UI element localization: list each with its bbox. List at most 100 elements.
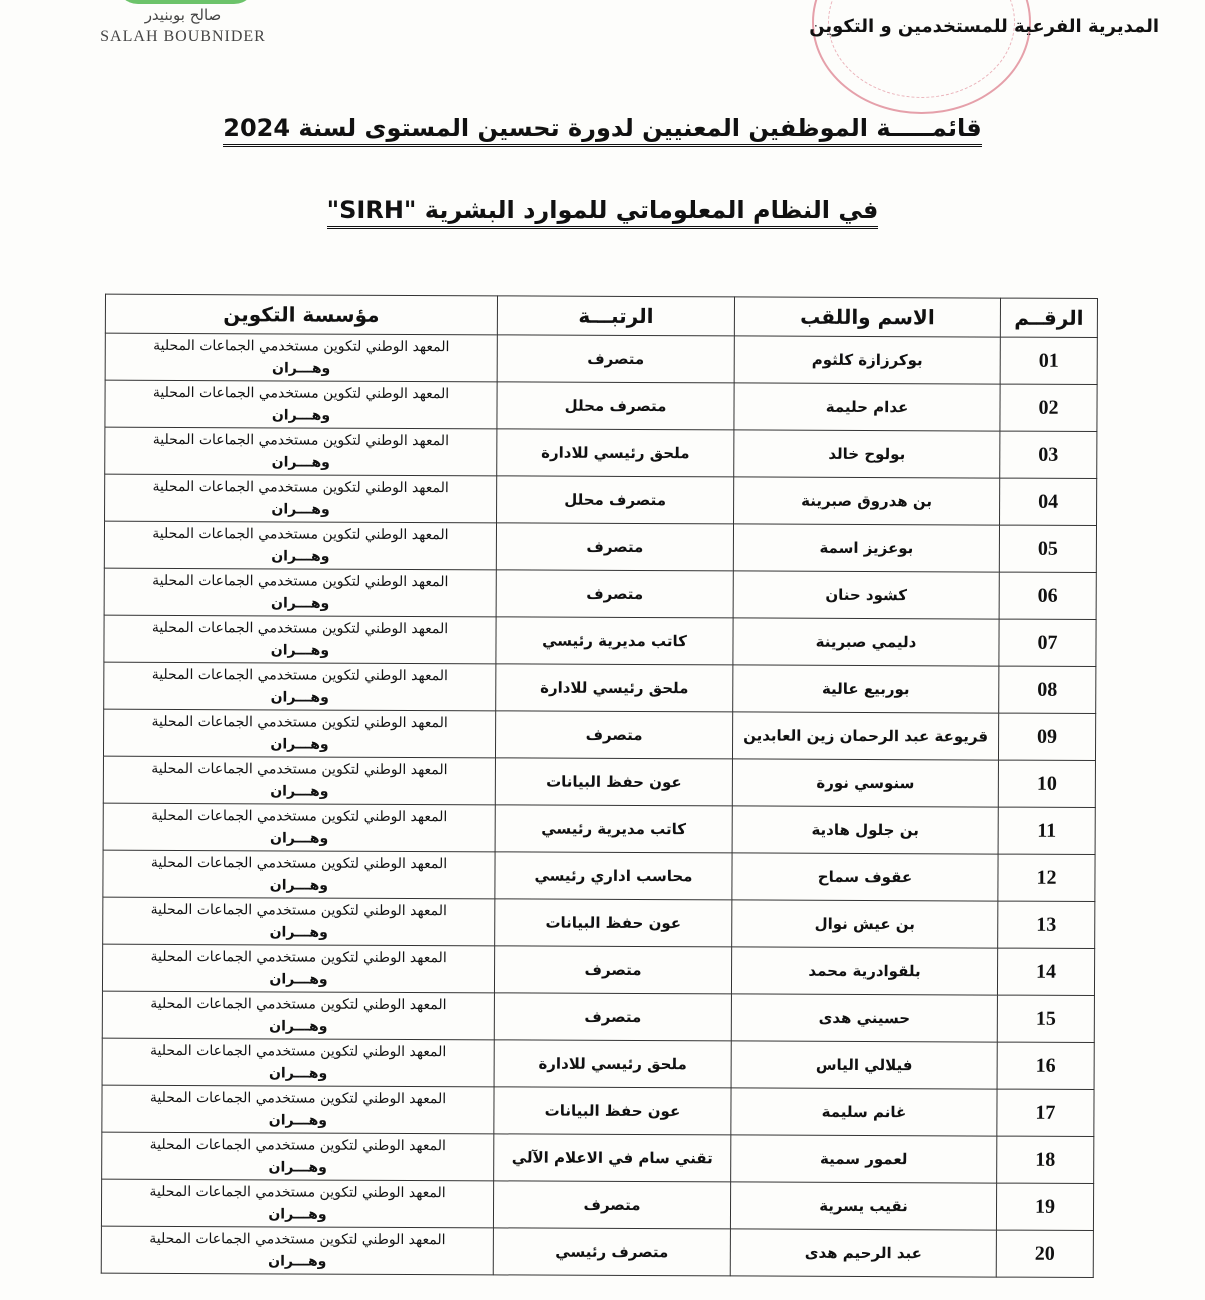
cell-number: 15 <box>997 995 1095 1043</box>
table-row: 09 قريوعة عبد الرحمان زين العابدين متصرف ال… <box>103 709 1096 761</box>
table-row: 11 بن جلول هادية كاتب مديرية رئيسي المعهد ا… <box>103 803 1096 855</box>
cell-name: عدام حليمة <box>733 382 1001 432</box>
cell-name: كشود حنان <box>733 570 1000 620</box>
cell-rank: عون حفظ البيانات <box>494 898 732 947</box>
cell-institution: المعهد الوطني لتكوين مستخدمي الجماعات ال… <box>102 991 495 1040</box>
cell-number: 05 <box>999 525 1097 573</box>
table-row: 12 عقوف سماح محاسب اداري رئيسي المعهد الوطن… <box>102 850 1096 902</box>
cell-name: بن عيش نوال <box>731 899 998 949</box>
cell-rank: متصرف رئيسي <box>493 1227 731 1276</box>
institution-name: المعهد الوطني لتكوين مستخدمي الجماعات ال… <box>152 525 449 544</box>
institution-name: المعهد الوطني لتكوين مستخدمي الجماعات ال… <box>151 807 448 826</box>
document-title: قائمـــــة الموظفين المعنيين لدورة تحسين… <box>0 114 1205 147</box>
cell-number: 18 <box>996 1136 1094 1184</box>
logo-leaf-graphic <box>116 0 256 4</box>
institution-city: وهـــران <box>269 1018 328 1035</box>
table-row: 14 بلقوادرية محمد متصرف المعهد الوطني لتكوي… <box>102 944 1095 996</box>
cell-institution: المعهد الوطني لتكوين مستخدمي الجماعات ال… <box>102 1038 495 1087</box>
cell-rank: متصرف <box>497 334 735 383</box>
table-row: 01 بوكرزازة كلثوم متصرف المعهد الوطني لتكوي… <box>105 333 1098 385</box>
table-row: 19 نقيب يسرية متصرف المعهد الوطني لتكوين مس… <box>101 1179 1094 1231</box>
cell-rank: متصرف محلل <box>496 475 734 524</box>
cell-institution: المعهد الوطني لتكوين مستخدمي الجماعات ال… <box>104 521 497 570</box>
institution-city: وهـــران <box>269 971 328 988</box>
table-row: 06 كشود حنان متصرف المعهد الوطني لتكوين مست… <box>104 568 1097 620</box>
institution-name: المعهد الوطني لتكوين مستخدمي الجماعات ال… <box>150 948 447 967</box>
table-row: 15 حسيني هدى متصرف المعهد الوطني لتكوين مست… <box>102 991 1095 1043</box>
cell-rank: ملحق رئيسي للادارة <box>495 663 733 712</box>
cell-institution: المعهد الوطني لتكوين مستخدمي الجماعات ال… <box>104 427 497 476</box>
cell-institution: المعهد الوطني لتكوين مستخدمي الجماعات ال… <box>101 1085 495 1134</box>
cell-institution: المعهد الوطني لتكوين مستخدمي الجماعات ال… <box>103 662 496 711</box>
institution-name: المعهد الوطني لتكوين مستخدمي الجماعات ال… <box>152 478 449 497</box>
cell-number: 16 <box>997 1042 1095 1090</box>
cell-institution: المعهد الوطني لتكوين مستخدمي الجماعات ال… <box>104 474 497 523</box>
institution-city: وهـــران <box>270 689 329 706</box>
institution-city: وهـــران <box>268 1159 327 1176</box>
institution-name: المعهد الوطني لتكوين مستخدمي الجماعات ال… <box>150 854 448 873</box>
cell-rank: متصرف <box>493 1180 731 1229</box>
cell-rank: متصرف <box>494 992 732 1041</box>
cell-name: بوربيع عالية <box>732 664 999 714</box>
employees-table: الرقــم الاسم واللقب الرتبـــة مؤسسة الت… <box>101 294 1098 1278</box>
header-name: الاسم واللقب <box>734 296 1001 338</box>
institution-name: المعهد الوطني لتكوين مستخدمي الجماعات ال… <box>149 1136 446 1155</box>
header-rank: الرتبـــة <box>497 295 735 336</box>
directorate-header: المديرية الفرعية للمستخدمين و التكوين <box>809 16 1159 37</box>
cell-number: 19 <box>996 1183 1094 1231</box>
institution-city: وهـــران <box>270 783 329 800</box>
institution-name: المعهد الوطني لتكوين مستخدمي الجماعات ال… <box>149 1089 447 1108</box>
table-row: 05 بوعزيز اسمة متصرف المعهد الوطني لتكوين م… <box>104 521 1097 573</box>
logo: صالح بوبنيدر SALAH BOUBNIDER <box>88 0 278 50</box>
cell-name: سنوسي نورة <box>732 758 999 808</box>
institution-city: وهـــران <box>270 736 329 753</box>
institution-city: وهـــران <box>272 360 331 377</box>
cell-number: 12 <box>997 854 1096 902</box>
cell-rank: متصرف محلل <box>496 381 735 430</box>
cell-number: 09 <box>998 713 1096 761</box>
cell-number: 06 <box>999 572 1097 620</box>
institution-name: المعهد الوطني لتكوين مستخدمي الجماعات ال… <box>150 995 447 1014</box>
table-row: 02 عدام حليمة متصرف محلل المعهد الوطني لتكو… <box>104 380 1098 432</box>
cell-rank: كاتب مديرية رئيسي <box>495 804 733 853</box>
cell-rank: ملحق رئيسي للادارة <box>494 1039 732 1088</box>
cell-number: 11 <box>998 807 1096 855</box>
cell-institution: المعهد الوطني لتكوين مستخدمي الجماعات ال… <box>101 1132 494 1181</box>
cell-name: دليمي صبرينة <box>732 617 1000 667</box>
table-row: 10 سنوسي نورة عون حفظ البيانات المعهد الوطن… <box>103 756 1096 808</box>
cell-number: 01 <box>1000 337 1098 385</box>
institution-name: المعهد الوطني لتكوين مستخدمي الجماعات ال… <box>150 901 447 920</box>
institution-city: وهـــران <box>268 1206 327 1223</box>
table-header-row: الرقــم الاسم واللقب الرتبـــة مؤسسة الت… <box>105 294 1098 338</box>
institution-city: وهـــران <box>269 830 329 847</box>
table-row: 20 عبد الرحيم هدى متصرف رئيسي المعهد الوطني… <box>101 1226 1094 1278</box>
institution-name: المعهد الوطني لتكوين مستخدمي الجماعات ال… <box>153 337 450 356</box>
cell-institution: المعهد الوطني لتكوين مستخدمي الجماعات ال… <box>103 709 496 758</box>
cell-number: 07 <box>998 619 1097 667</box>
cell-institution: المعهد الوطني لتكوين مستخدمي الجماعات ال… <box>102 944 495 993</box>
institution-name: المعهد الوطني لتكوين مستخدمي الجماعات ال… <box>149 1230 446 1249</box>
institution-city: وهـــران <box>270 595 330 612</box>
cell-name: عبد الرحيم هدى <box>730 1228 997 1278</box>
logo-latin-text: SALAH BOUBNIDER <box>100 28 266 45</box>
cell-institution: المعهد الوطني لتكوين مستخدمي الجماعات ال… <box>103 615 497 664</box>
table-row: 18 لعمور سمية تقني سام في الاعلام الآلي الم… <box>101 1132 1094 1184</box>
cell-number: 17 <box>996 1089 1095 1137</box>
cell-name: نقيب يسرية <box>730 1181 997 1231</box>
cell-institution: المعهد الوطني لتكوين مستخدمي الجماعات ال… <box>104 568 497 617</box>
cell-rank: محاسب اداري رئيسي <box>494 851 733 900</box>
table-row: 04 بن هدروق صبرينة متصرف محلل المعهد الوطني… <box>104 474 1097 526</box>
header-institution: مؤسسة التكوين <box>105 294 498 335</box>
cell-rank: عون حفظ البيانات <box>495 757 733 806</box>
cell-rank: متصرف <box>494 945 732 994</box>
institution-city: وهـــران <box>269 924 328 941</box>
institution-name: المعهد الوطني لتكوين مستخدمي الجماعات ال… <box>149 1183 446 1202</box>
cell-number: 03 <box>999 431 1097 479</box>
table-row: 17 غانم سليمة عون حفظ البيانات المعهد الوطن… <box>101 1085 1095 1137</box>
logo-arabic-text: صالح بوبنيدر <box>144 6 222 24</box>
cell-name: بولوح خالد <box>733 429 1000 479</box>
table-row: 16 فيلالي الياس ملحق رئيسي للادارة المعهد ا… <box>102 1038 1095 1090</box>
cell-institution: المعهد الوطني لتكوين مستخدمي الجماعات ال… <box>103 803 496 852</box>
table-row: 13 بن عيش نوال عون حفظ البيانات المعهد الوط… <box>102 897 1095 949</box>
header-number: الرقــم <box>1000 298 1098 338</box>
